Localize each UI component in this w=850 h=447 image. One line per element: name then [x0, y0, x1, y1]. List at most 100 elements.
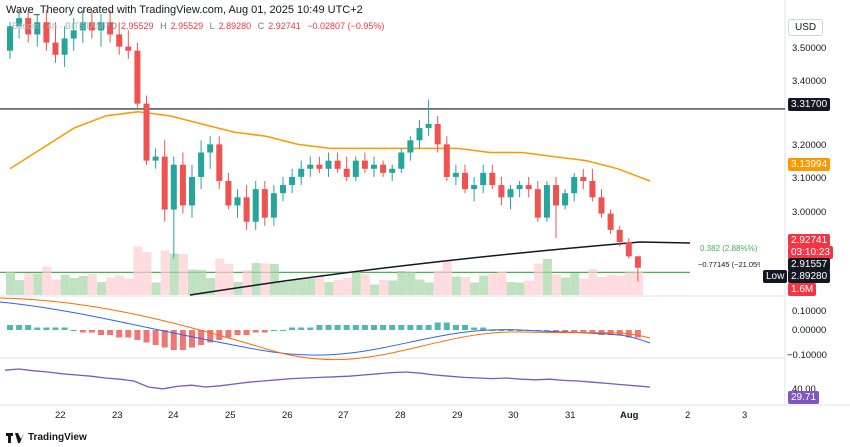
volume-bar	[615, 275, 625, 295]
macd-histogram-bar	[152, 330, 159, 345]
candle-body	[589, 181, 596, 198]
macd-histogram-bar	[407, 325, 414, 330]
volume-bar	[579, 278, 589, 295]
low-value-tag: 2.89280	[788, 270, 831, 283]
candle-body	[553, 185, 559, 206]
candle-body	[534, 189, 541, 218]
macd-histogram-bar	[179, 330, 186, 350]
macd-histogram-bar	[571, 330, 578, 333]
brand-name: TradingView	[28, 432, 87, 443]
macd-histogram-bar	[580, 330, 587, 333]
macd-histogram-bar	[498, 330, 505, 331]
macd-histogram-bar	[143, 330, 150, 343]
macd-histogram-bar	[207, 330, 214, 343]
candle-body	[516, 185, 523, 190]
candle-body	[571, 176, 578, 194]
candle-body	[434, 124, 441, 145]
low-label-tag: Low	[763, 270, 788, 283]
candle-body	[43, 22, 50, 43]
macd-histogram-bar	[43, 327, 50, 330]
candle-body	[389, 168, 396, 173]
macd-histogram-bar	[70, 330, 77, 331]
volume-bar	[415, 279, 425, 295]
macd-histogram-bar	[34, 327, 41, 330]
macd-histogram-bar	[116, 330, 123, 338]
macd-histogram-bar	[389, 325, 396, 330]
volume-bar	[124, 278, 134, 295]
volume-bar	[279, 282, 288, 295]
volume-bar	[406, 271, 416, 295]
volume-bar	[324, 282, 334, 295]
volume-bar	[178, 254, 188, 295]
tradingview-footer[interactable]: TradingView	[6, 432, 87, 443]
candle-body	[607, 213, 614, 230]
time-tick: 2	[685, 410, 691, 421]
macd-histogram-bar	[371, 325, 377, 330]
candle-body	[316, 164, 323, 169]
time-tick: 28	[395, 410, 406, 421]
volume-bar	[388, 280, 398, 295]
macd-histogram-bar	[79, 330, 86, 333]
candle-body	[462, 172, 468, 190]
support-price-tag: 2.91557	[788, 258, 831, 271]
macd-histogram-bar	[7, 325, 13, 330]
volume-bar	[470, 282, 480, 295]
candle-body	[88, 22, 95, 31]
volume-bar	[24, 273, 34, 295]
volume-bar	[260, 263, 270, 295]
open-value: 2.95529	[121, 21, 154, 31]
candle-body	[143, 103, 150, 161]
volume-bar	[297, 278, 307, 295]
volume-bar	[451, 276, 461, 295]
volume-bar	[570, 273, 580, 295]
volume-bar	[588, 269, 598, 295]
macd-histogram-bar	[416, 325, 423, 330]
close-value: 2.92741	[268, 21, 301, 31]
macd-histogram-bar	[298, 327, 305, 330]
candle-body	[298, 168, 305, 177]
symbol-legend[interactable]: Bitcoin · 4h · BITSTAMP	[12, 21, 110, 31]
volume-bar	[51, 279, 61, 295]
macd-signal-line	[0, 297, 651, 361]
volume-bar	[360, 274, 370, 295]
candle-body	[161, 156, 168, 210]
macd-histogram-bar	[270, 330, 277, 331]
currency-button[interactable]: USD	[788, 19, 824, 36]
volume-bar	[561, 277, 571, 295]
candle-body	[398, 152, 405, 169]
volume-bar	[442, 261, 452, 295]
macd-histogram-bar	[225, 330, 232, 338]
candle-body	[243, 197, 250, 222]
candle-body	[252, 189, 259, 222]
volume-bar	[97, 282, 106, 295]
volume-bar	[479, 275, 489, 295]
candle-body	[152, 156, 159, 161]
candle-body	[452, 172, 459, 177]
chart-area	[0, 0, 785, 405]
candle-body	[70, 30, 77, 39]
volume-bar	[497, 271, 507, 295]
volume-bar	[488, 273, 498, 295]
close-label: C	[257, 21, 265, 31]
macd-histogram-bar	[134, 330, 141, 340]
candle-body	[562, 193, 569, 206]
candle-body	[79, 22, 86, 31]
macd-histogram-bar	[634, 330, 641, 338]
macd-histogram-bar	[198, 330, 205, 345]
volume-bar	[633, 272, 643, 295]
candle-body	[52, 42, 59, 55]
volume-bar	[461, 277, 470, 295]
volume-bar	[515, 282, 525, 295]
volume-bar	[215, 258, 225, 295]
candle-body	[352, 160, 359, 177]
resistance-price-tag: 3.31700	[788, 98, 831, 111]
volume-bar	[624, 272, 634, 295]
time-tick: 24	[168, 410, 179, 421]
last-price-tag: 2.92741	[788, 234, 831, 247]
price-tick: 3.40000	[792, 76, 827, 87]
volume-bar	[169, 253, 179, 295]
candle-body	[207, 144, 214, 153]
volume-bar	[197, 270, 207, 295]
volume-bar	[542, 259, 552, 295]
